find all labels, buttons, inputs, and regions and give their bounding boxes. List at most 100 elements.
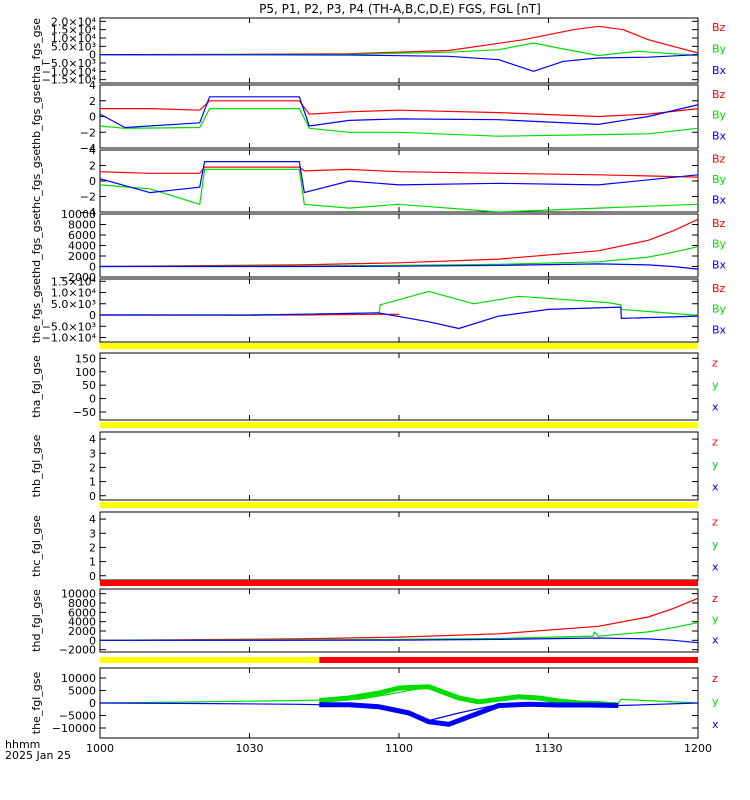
series-group xyxy=(100,597,698,644)
x-tick-label: 1130 xyxy=(535,742,563,755)
status-bar-segment xyxy=(100,580,698,586)
y-tick-label: 0 xyxy=(89,393,96,406)
legend-x: Bx xyxy=(712,194,727,207)
series-line-z xyxy=(100,597,698,641)
y-tick-label: −1.0×10⁴ xyxy=(42,332,97,345)
y-axis-label: tha_fgs_gse xyxy=(30,18,43,83)
legend-z: Bz xyxy=(712,21,726,34)
legend-z: Bz xyxy=(712,153,726,166)
legend-x: Bx xyxy=(712,64,727,77)
legend-z: Bz xyxy=(712,282,726,295)
y-tick-label: 1.5×10⁴ xyxy=(51,275,97,288)
y-tick-label: 5.0×10³ xyxy=(51,298,96,311)
legend-z: Bz xyxy=(712,88,726,101)
y-tick-label: 0 xyxy=(89,697,96,710)
series-line-x xyxy=(100,637,698,644)
y-tick-label: 5.0×10³ xyxy=(51,40,96,53)
panel-frame xyxy=(99,149,699,213)
legend-x: Bx xyxy=(712,323,727,336)
y-tick-label: 3 xyxy=(89,527,96,540)
series-line-z xyxy=(100,166,698,178)
y-tick-label: 2.0×10⁴ xyxy=(51,15,97,28)
chart-title: P5, P1, P2, P3, P4 (TH-A,B,C,D,E) FGS, F… xyxy=(259,2,541,16)
y-tick-label: −1.0×10⁴ xyxy=(42,65,97,78)
y-tick-label: 150 xyxy=(75,352,96,365)
legend-y: By xyxy=(712,109,727,122)
y-tick-label: −2 xyxy=(80,126,96,139)
y-tick-label: 1 xyxy=(89,556,96,569)
y-axis-label: thd_fgl_gse xyxy=(30,589,43,652)
status-bar-segment xyxy=(100,343,698,349)
legend-x: x xyxy=(712,718,719,731)
series-line-x xyxy=(100,306,698,330)
panel-thb_fgs_gse: 4 2 0 −2 −4 thb_fgs_gse Bz By Bx xyxy=(30,79,727,155)
y-tick-label: 4 xyxy=(89,513,96,526)
y-tick-label: 6000 xyxy=(68,606,96,619)
y-tick-label: 10000 xyxy=(61,588,96,601)
y-tick-label: 2000 xyxy=(68,250,96,263)
legend-x: Bx xyxy=(712,129,727,142)
panel-frame xyxy=(99,352,699,421)
y-tick-label: 50 xyxy=(82,379,96,392)
legend-y: By xyxy=(712,238,727,251)
x-tick-label: 1100 xyxy=(385,742,413,755)
legend-x: x xyxy=(712,633,719,646)
y-tick-label: 1 xyxy=(89,476,96,489)
legend-z: Bz xyxy=(712,217,726,230)
series-group xyxy=(100,96,698,137)
y-tick-label: 0 xyxy=(89,570,96,583)
y-tick-label: −2000 xyxy=(59,271,96,284)
y-tick-label: 5000 xyxy=(68,685,96,698)
y-tick-label: 0 xyxy=(89,490,96,503)
y-tick-label: 0 xyxy=(89,111,96,124)
y-tick-label: −2 xyxy=(80,191,96,204)
y-tick-label: 2 xyxy=(89,95,96,108)
y-tick-label: 1.5×10⁴ xyxy=(51,24,97,37)
series-line-y xyxy=(100,290,698,316)
panel-thc_fgl_gse: 432 10 thc_fgl_gse zyx xyxy=(30,511,719,583)
legend-y: By xyxy=(712,173,727,186)
y-tick-label: −5.0×10³ xyxy=(42,57,96,70)
legend-y: By xyxy=(712,43,727,56)
series-line-z xyxy=(100,218,698,268)
series-group xyxy=(100,684,698,727)
panel-frame xyxy=(99,588,699,653)
legend-y: y xyxy=(712,613,719,626)
y-tick-label: 3 xyxy=(89,447,96,460)
y-tick-label: 4 xyxy=(89,79,96,92)
series-group xyxy=(100,161,698,212)
y-tick-label: −5000 xyxy=(59,710,96,723)
series-group xyxy=(100,290,698,330)
y-tick-label: 6000 xyxy=(68,229,96,242)
legend-z: z xyxy=(712,672,718,685)
y-tick-label: 1.0×10⁴ xyxy=(51,32,97,45)
status-bar-segment xyxy=(100,502,698,508)
series-line-x xyxy=(100,263,698,270)
panel-frame xyxy=(99,278,699,343)
y-axis-label: the_fgl_gse xyxy=(30,672,43,735)
panel-thc_fgs_gse: 4 2 0 −2 −4 thc_fgs_gse Bz By Bx xyxy=(30,144,727,219)
y-tick-label: 1.0×10⁴ xyxy=(51,287,97,300)
series-line-z xyxy=(100,25,698,56)
legend-x: Bx xyxy=(712,258,727,271)
x-tick-label: 1030 xyxy=(236,742,264,755)
series-line-y xyxy=(100,42,698,57)
y-tick-label: 4000 xyxy=(68,616,96,629)
x-axis-label-hhmm: hhmm xyxy=(5,738,40,751)
y-tick-label: 2 xyxy=(89,461,96,474)
status-bar-segment xyxy=(100,422,698,428)
panel-tha_fgs_gse: 2.0×10⁴1.5×10⁴1.0×10⁴5.0×10³0−5.0×10³−1.… xyxy=(30,15,727,86)
y-tick-label: 10000 xyxy=(61,672,96,685)
y-tick-label: 8000 xyxy=(68,597,96,610)
status-bar-segment xyxy=(319,657,698,663)
y-axis-label: thc_fgs_gse xyxy=(30,149,43,214)
y-tick-label: 0 xyxy=(89,49,96,62)
status-bar-segment xyxy=(100,657,320,663)
y-tick-label: −5.0×10³ xyxy=(42,320,96,333)
legend-y: By xyxy=(712,303,727,316)
y-tick-label: 0 xyxy=(89,634,96,647)
